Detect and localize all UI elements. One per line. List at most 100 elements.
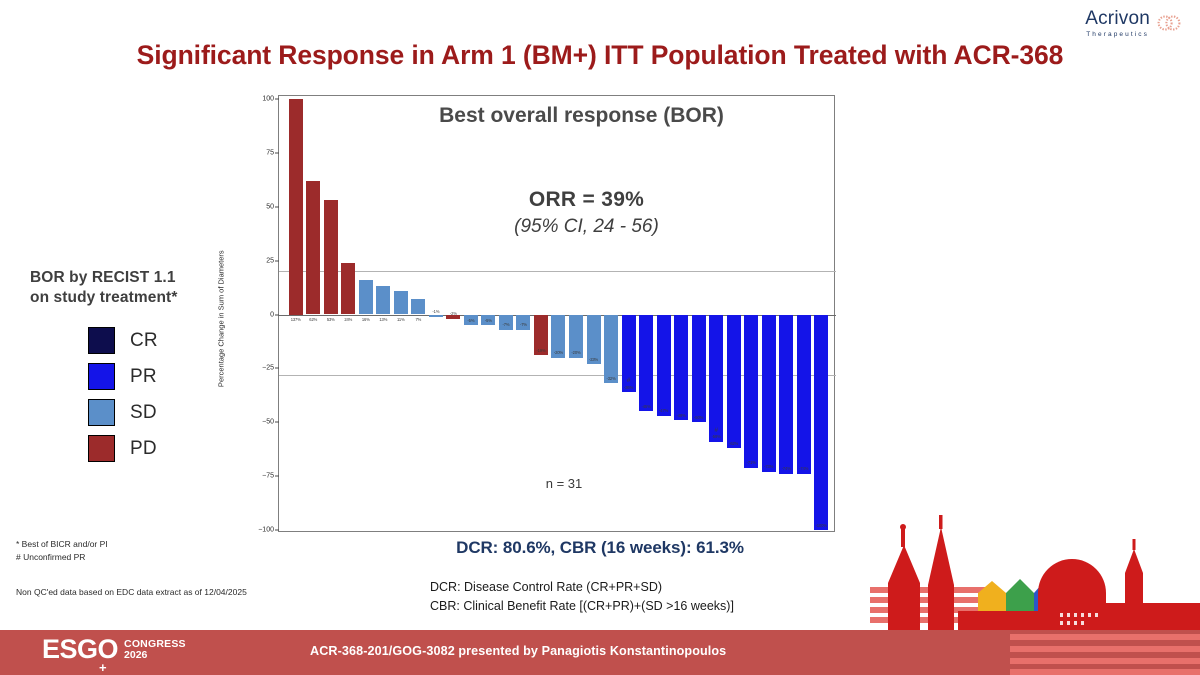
legend-swatch-sd bbox=[88, 399, 115, 427]
acrivon-rings-icon bbox=[1157, 15, 1181, 31]
y-tick-label: 50 bbox=[266, 203, 274, 211]
esgo-congress-block: CONGRESS 2026 bbox=[124, 638, 186, 661]
y-tick-label: 0 bbox=[270, 311, 274, 318]
y-tick-label: 25 bbox=[266, 257, 274, 265]
unconfirmed-pr-marker: # bbox=[626, 377, 631, 385]
bar-4 bbox=[341, 262, 356, 315]
bar-value-label: 53% bbox=[326, 317, 335, 322]
waterfall-chart: Best overall response (BOR) ORR = 39% (9… bbox=[216, 95, 836, 534]
bar-14 bbox=[516, 314, 531, 330]
bar-series: 137% 62% 53% 24% 16% 13% 11% 7% -1% -2% -5% -5% -7% -… bbox=[279, 96, 836, 533]
bar-value-label: -5% bbox=[467, 317, 475, 323]
legend-swatch-pd bbox=[88, 435, 115, 463]
footnotes: * Best of BICR and/or PI # Unconfirmed P… bbox=[16, 538, 108, 564]
bar-value-label: -73% bbox=[764, 464, 774, 470]
y-tick-mark bbox=[275, 529, 279, 531]
y-tick-label: −50 bbox=[262, 418, 274, 426]
orr-callout: ORR = 39% (95% CI, 24 - 56) bbox=[279, 188, 834, 238]
bar-15 bbox=[533, 314, 548, 356]
bar-value-label: -47% bbox=[659, 408, 669, 414]
y-tick-label: −75 bbox=[262, 472, 274, 480]
bar-11 bbox=[463, 314, 478, 326]
bar-13 bbox=[498, 314, 513, 330]
bar-31 bbox=[814, 314, 829, 530]
y-axis-title: Percentage Change in Sum of Diameters bbox=[216, 250, 226, 388]
esgo-congress-word: CONGRESS bbox=[124, 638, 186, 650]
slide-title: Significant Response in Arm 1 (BM+) ITT … bbox=[136, 40, 1064, 70]
bar-23 bbox=[674, 314, 689, 421]
footnote-asterisk: * Best of BICR and/or PI bbox=[16, 539, 108, 549]
bar-26 bbox=[726, 314, 741, 449]
bar-value-label: -23% bbox=[588, 356, 599, 362]
bar-value-label: -19% bbox=[536, 347, 546, 353]
bar-value-label: -20% bbox=[553, 350, 564, 356]
legend-label-cr: CR bbox=[130, 329, 158, 351]
bar-28 bbox=[761, 314, 776, 472]
bar-value-label: 7% bbox=[415, 317, 422, 322]
bar-value-label: 11% bbox=[397, 317, 405, 322]
bar-21 bbox=[639, 314, 654, 412]
bar-value-label: -100% bbox=[815, 522, 827, 528]
logo-tagline: Therapeutics bbox=[1086, 31, 1150, 38]
bar-value-label: -50% bbox=[694, 414, 704, 420]
logo-wordmark: Acrivon bbox=[1085, 8, 1150, 29]
legend-item-list: CR PR SD PD bbox=[30, 323, 245, 467]
y-tick-mark bbox=[275, 421, 279, 423]
dcr-definition: DCR: Disease Control Rate (CR+PR+SD) bbox=[430, 580, 663, 594]
bar-value-label: -62% bbox=[729, 440, 739, 446]
bar-value-label: 16% bbox=[361, 317, 370, 322]
legend-item-cr: CR bbox=[88, 323, 245, 359]
y-tick-mark bbox=[275, 98, 279, 100]
dcr-cbr-definitions: DCR: Disease Control Rate (CR+PR+SD) CBR… bbox=[430, 578, 734, 616]
bar-value-label: -1% bbox=[432, 309, 440, 315]
cbr-definition: CBR: Clinical Benefit Rate [(CR+PR)+(SD … bbox=[430, 598, 734, 613]
bar-3 bbox=[323, 200, 338, 315]
esgo-brand-text: ESGO bbox=[42, 634, 119, 664]
y-tick-label: −100 bbox=[258, 526, 274, 534]
bar-29 bbox=[779, 314, 794, 474]
legend-label-pd: PD bbox=[130, 437, 157, 459]
plot-title: Best overall response (BOR) bbox=[439, 104, 724, 127]
y-axis: 100 75 50 25 0 −25 −50 −75 −100 bbox=[249, 96, 279, 534]
bar-value-label: 62% bbox=[309, 317, 318, 322]
y-tick-mark bbox=[275, 475, 279, 477]
legend-heading-line2: on study treatment* bbox=[30, 289, 178, 307]
bar-value-label: -7% bbox=[519, 322, 527, 328]
orr-value: ORR = 39% bbox=[528, 188, 645, 211]
bar-value-label: 13% bbox=[379, 317, 388, 322]
bar-18 bbox=[586, 314, 601, 365]
data-extract-note: Non QC'ed data based on EDC data extract… bbox=[16, 587, 247, 597]
legend-item-sd: SD bbox=[88, 395, 245, 431]
esgo-wordmark: ESGO + bbox=[42, 634, 119, 675]
legend-swatch-cr bbox=[88, 327, 115, 355]
bar-1 bbox=[288, 99, 303, 315]
bar-value-label: -5% bbox=[484, 317, 492, 323]
bar-20 bbox=[621, 314, 636, 393]
bar-2 bbox=[306, 180, 321, 315]
reference-gridline bbox=[279, 374, 836, 376]
bar-value-label: -49% bbox=[676, 412, 686, 418]
bar-value-label: -59% bbox=[711, 434, 721, 440]
esgo-cross-icon: + bbox=[99, 660, 107, 675]
bar-19 bbox=[604, 314, 619, 384]
bar-value-label: -71% bbox=[746, 460, 756, 465]
legend-heading-line1: BOR by RECIST 1.1 bbox=[30, 269, 176, 286]
bar-27 bbox=[744, 314, 759, 468]
bar-12 bbox=[481, 314, 496, 326]
bar-value-label: -36% bbox=[623, 384, 634, 390]
bar-10 bbox=[446, 314, 461, 319]
bar-17 bbox=[569, 314, 583, 358]
bar-value-label: 24% bbox=[344, 317, 353, 322]
bar-value-label: -74% bbox=[799, 466, 809, 472]
y-tick-mark bbox=[275, 367, 279, 369]
bar-value-label: 137% bbox=[290, 317, 301, 322]
bar-value-label: -2% bbox=[449, 311, 457, 317]
footer-presentation-text: ACR-368-201/GOG-3082 presented by Panagi… bbox=[310, 644, 727, 658]
unconfirmed-pr-marker: # bbox=[714, 426, 718, 434]
y-tick-label: −25 bbox=[262, 364, 274, 372]
legend-label-sd: SD bbox=[130, 401, 157, 423]
orr-confidence-interval: (95% CI, 24 - 56) bbox=[514, 216, 659, 237]
y-tick-label: 75 bbox=[266, 149, 274, 157]
reference-gridline bbox=[279, 271, 836, 273]
